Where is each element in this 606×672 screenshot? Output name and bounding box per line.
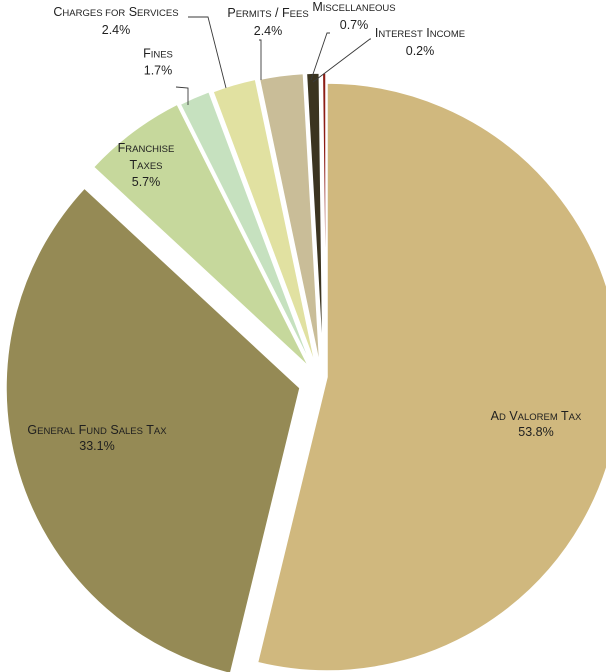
slice-label: CHARGES FOR SERVICES 2.4%: [53, 5, 178, 37]
leader-line: [175, 86, 189, 105]
slice-percent-label: 53.8%: [518, 425, 553, 439]
slice-label: FINES 1.7%: [143, 47, 173, 78]
leader-line: [259, 39, 262, 80]
slice-percent-label: 0.7%: [340, 18, 369, 32]
slice-label: AD VALOREM TAX 53.8%: [491, 409, 582, 439]
pie-slice-charges-for-services: [211, 78, 317, 368]
slice-percent-label: 33.1%: [79, 439, 114, 453]
pie-slice-ad-valorem-tax: [256, 82, 606, 672]
slice-label: INTEREST INCOME 0.2%: [375, 26, 465, 58]
slice-percent-label: 2.4%: [102, 23, 131, 37]
leader-line: [310, 32, 330, 81]
slice-percent-label: 5.7%: [132, 175, 161, 189]
slice-percent-label: 1.7%: [144, 64, 173, 78]
pie-slice-permits-fees: [258, 72, 321, 368]
slice-label: FRANCHISE TAXES 5.7%: [118, 141, 175, 189]
slice-label: PERMITS / FEES 2.4%: [227, 6, 308, 38]
slice-label: MISCELLANEOUS 0.7%: [312, 0, 395, 32]
pie-slice-franchise-taxes: [92, 103, 310, 368]
slice-percent-label: 0.2%: [406, 44, 435, 58]
pie-slice-interest-income: [321, 72, 327, 368]
pie-slice-miscellaneous: [305, 72, 324, 368]
leader-line: [188, 16, 227, 89]
pie-slice-fines: [179, 90, 313, 368]
slice-percent-label: 2.4%: [254, 24, 283, 38]
slice-label: GENERAL FUND SALES TAX 33.1%: [27, 423, 167, 453]
leader-line: [312, 38, 371, 83]
pie-slice-general-fund-sales-tax: [5, 187, 301, 672]
